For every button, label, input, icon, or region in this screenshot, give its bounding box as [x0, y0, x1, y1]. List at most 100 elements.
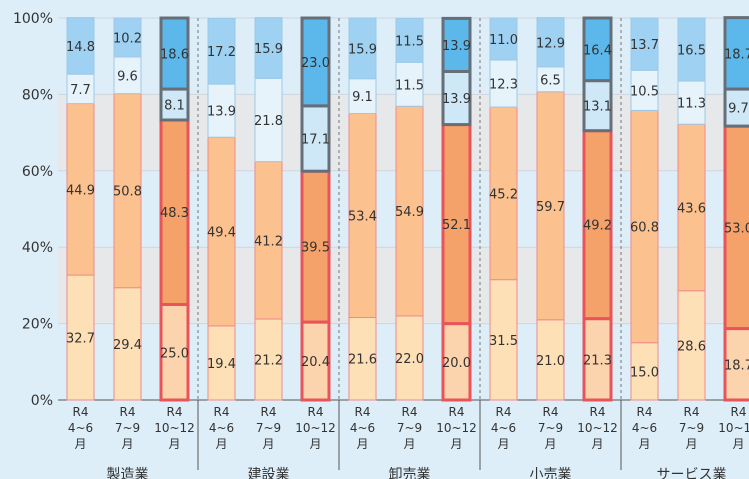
data-label: 21.0	[536, 354, 565, 369]
x-tick-label: R4	[731, 405, 747, 419]
x-tick-label: R4	[261, 405, 277, 419]
x-tick-label: 4~6	[68, 421, 93, 435]
bar-segment	[395, 315, 424, 401]
x-tick-label: 月	[638, 437, 650, 451]
bar-segment	[441, 123, 472, 326]
data-label: 14.8	[66, 40, 95, 55]
bar-segment	[536, 66, 565, 93]
bar-segment	[582, 79, 613, 133]
bar-segment	[66, 103, 95, 276]
x-tick-label: 4~6	[209, 421, 234, 435]
group-label: 小売業	[530, 467, 572, 479]
data-label: 9.7	[728, 102, 749, 117]
data-label: 9.1	[352, 90, 373, 105]
data-label: 18.7	[724, 358, 749, 373]
data-label: 10.5	[630, 84, 659, 99]
data-label: 11.0	[489, 33, 518, 48]
x-tick-label: 月	[74, 437, 86, 451]
bar-segment	[66, 73, 95, 105]
data-label: 49.2	[583, 219, 612, 234]
x-tick-label: 7~9	[397, 421, 422, 435]
data-label: 15.0	[630, 365, 659, 380]
data-label: 13.9	[442, 39, 471, 54]
group-label: 製造業	[107, 467, 149, 479]
data-label: 21.2	[254, 354, 283, 369]
data-label: 59.7	[536, 200, 565, 215]
data-label: 52.1	[442, 218, 471, 233]
x-tick-label: 月	[403, 437, 415, 451]
x-tick-label: R4	[496, 405, 512, 419]
data-label: 60.8	[630, 221, 659, 236]
bar-segment	[582, 16, 613, 83]
bar-segment	[677, 17, 706, 82]
bar-segment	[489, 106, 518, 281]
group-label: 卸売業	[389, 467, 431, 479]
bar-segment	[582, 317, 613, 402]
data-label: 11.5	[395, 78, 424, 93]
bar-segment	[348, 17, 377, 80]
data-label: 11.5	[395, 34, 424, 49]
data-label: 20.4	[301, 355, 330, 370]
data-label: 22.0	[395, 352, 424, 367]
data-label: 18.7	[724, 47, 749, 62]
bar-segment	[489, 17, 518, 61]
bars: 32.7 44.9 7.7 14.8 29.4 50.8 9.6 10.2 25.0 48.3 8.…	[66, 16, 749, 402]
data-label: 20.0	[442, 356, 471, 371]
x-tick-label: 月	[215, 437, 227, 451]
data-label: 8.1	[164, 99, 185, 114]
bar-segment	[395, 61, 424, 107]
bar-segment	[536, 17, 565, 68]
y-tick-label: 40%	[22, 240, 53, 256]
data-label: 13.9	[442, 92, 471, 107]
y-tick-label: 60%	[22, 164, 53, 180]
bar-segment	[677, 290, 706, 401]
data-label: 15.9	[254, 42, 283, 57]
data-label: 9.6	[117, 69, 138, 84]
data-label: 21.8	[254, 114, 283, 129]
data-label: 17.2	[207, 45, 236, 60]
group-label: 建設業	[248, 467, 290, 479]
x-tick-label: R4	[308, 405, 324, 419]
bar-segment	[395, 17, 424, 63]
y-tick-label: 80%	[22, 87, 53, 103]
x-tick-label: R4	[684, 405, 700, 419]
data-label: 29.4	[113, 338, 142, 353]
data-label: 13.1	[583, 100, 612, 115]
bar-segment	[113, 56, 142, 95]
x-tick-label: 7~9	[115, 421, 140, 435]
data-label: 12.9	[536, 36, 565, 51]
data-label: 7.7	[70, 83, 91, 98]
bar-segment	[630, 109, 659, 344]
data-label: 31.5	[489, 334, 518, 349]
bar-segment	[113, 93, 142, 289]
data-label: 16.5	[677, 44, 706, 59]
x-tick-label: 月	[685, 437, 697, 451]
data-label: 21.3	[583, 353, 612, 368]
data-label: 18.6	[160, 48, 189, 63]
data-label: 43.6	[677, 201, 706, 216]
x-tick-label: R4	[402, 405, 418, 419]
x-tick-label: 月	[356, 437, 368, 451]
bar-segment	[159, 87, 190, 122]
x-tick-label: R4	[637, 405, 653, 419]
bar-segment	[300, 16, 331, 108]
x-tick-label: 月	[262, 437, 274, 451]
bar-segment	[630, 69, 659, 111]
bar-segment	[348, 113, 377, 318]
x-tick-label: 10~12	[154, 421, 195, 435]
x-tick-label: R4	[355, 405, 371, 419]
x-tick-label: R4	[73, 405, 89, 419]
y-tick-label: 100%	[13, 11, 53, 27]
x-tick-label: 4~6	[350, 421, 375, 435]
bar-segment	[113, 287, 142, 401]
data-label: 13.9	[207, 105, 236, 120]
data-label: 50.8	[113, 185, 142, 200]
x-tick-label: 月	[121, 437, 133, 451]
x-tick-label: 7~9	[256, 421, 281, 435]
x-tick-label: 月	[544, 437, 556, 451]
bar-segment	[66, 17, 95, 75]
data-label: 17.1	[301, 133, 330, 148]
x-tick-label: R4	[120, 405, 136, 419]
x-tick-label: 10~12	[718, 421, 749, 435]
